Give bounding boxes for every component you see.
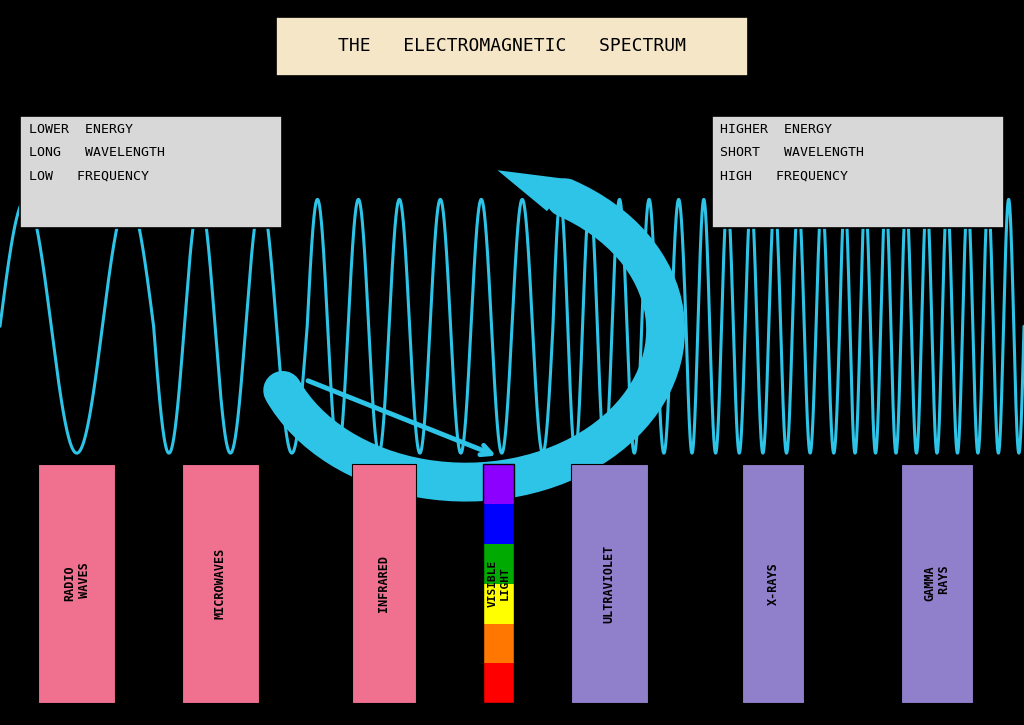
FancyBboxPatch shape — [712, 116, 1004, 228]
Bar — [182, 464, 258, 703]
Bar — [483, 504, 514, 544]
Text: VISIBLE
LIGHT: VISIBLE LIGHT — [487, 560, 510, 608]
Text: HIGHER  ENERGY
SHORT   WAVELENGTH
HIGH   FREQUENCY: HIGHER ENERGY SHORT WAVELENGTH HIGH FREQ… — [720, 123, 864, 182]
Bar — [39, 464, 115, 703]
Text: RADIO
 WAVES: RADIO WAVES — [62, 563, 91, 605]
Text: GAMMA
 RAYS: GAMMA RAYS — [923, 566, 951, 602]
Text: LOWER  ENERGY
LONG   WAVELENGTH
LOW   FREQUENCY: LOWER ENERGY LONG WAVELENGTH LOW FREQUEN… — [29, 123, 165, 182]
Bar — [483, 464, 514, 504]
Polygon shape — [498, 170, 572, 211]
Bar — [483, 663, 514, 703]
Text: X-RAYS: X-RAYS — [767, 563, 779, 605]
FancyBboxPatch shape — [20, 116, 282, 228]
Bar — [483, 624, 514, 663]
Bar — [901, 464, 973, 703]
Text: INFRARED: INFRARED — [378, 555, 390, 612]
Bar — [352, 464, 416, 703]
Bar — [483, 464, 514, 703]
FancyBboxPatch shape — [276, 17, 748, 76]
Bar — [483, 544, 514, 584]
Text: MICROWAVES: MICROWAVES — [214, 548, 226, 619]
Bar — [571, 464, 647, 703]
Text: ULTRAVIOLET: ULTRAVIOLET — [603, 544, 615, 623]
Bar — [742, 464, 804, 703]
Text: THE   ELECTROMAGNETIC   SPECTRUM: THE ELECTROMAGNETIC SPECTRUM — [338, 38, 686, 55]
Bar — [483, 584, 514, 624]
